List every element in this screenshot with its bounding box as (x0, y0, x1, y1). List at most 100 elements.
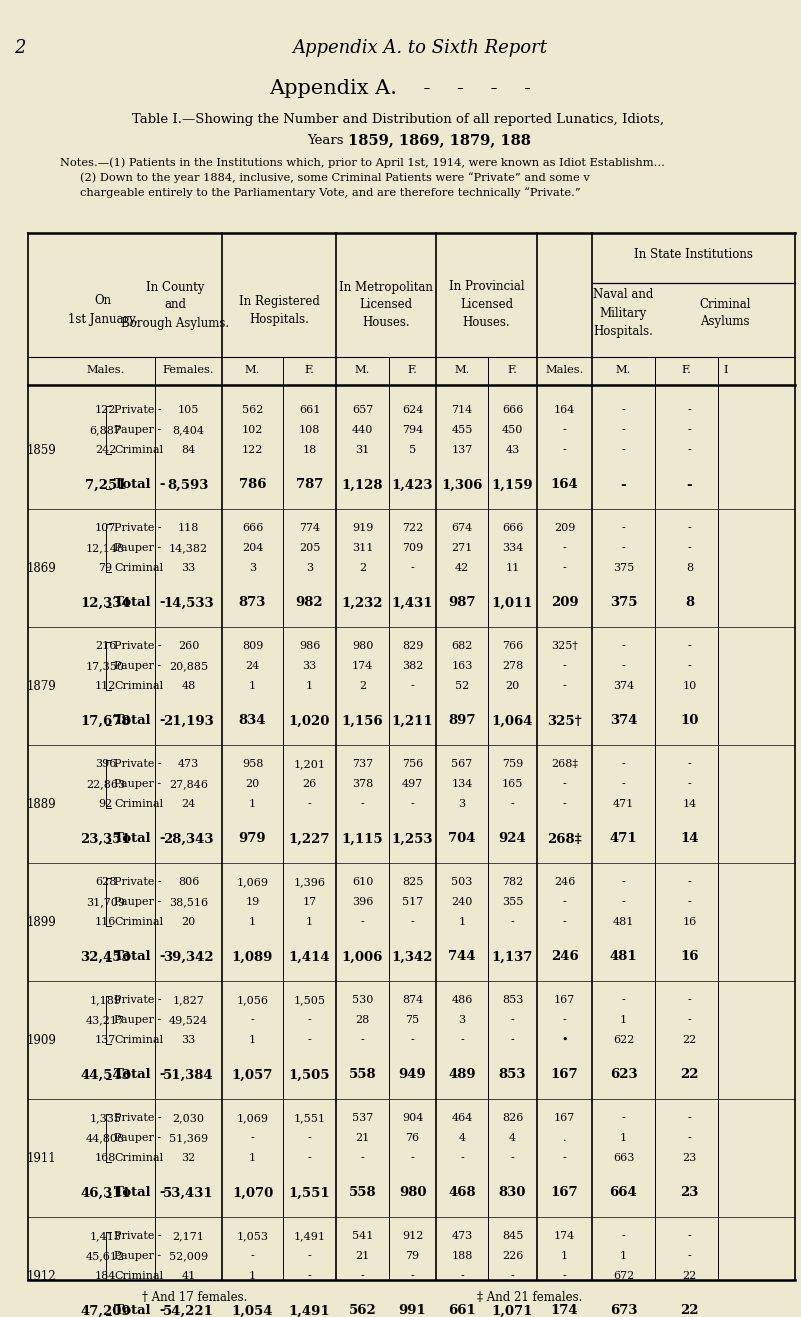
Text: 497: 497 (402, 778, 423, 789)
Text: Criminal: Criminal (114, 562, 163, 573)
Text: In Metropolitan
Licensed
Houses.: In Metropolitan Licensed Houses. (339, 281, 433, 329)
Text: 1,227: 1,227 (288, 832, 330, 846)
Text: 21: 21 (356, 1133, 369, 1143)
Text: chargeable entirely to the Parliamentary Vote, and are therefore technically “Pr: chargeable entirely to the Parliamentary… (80, 187, 581, 199)
Text: 18: 18 (302, 445, 316, 454)
Text: 107: 107 (95, 523, 116, 533)
Text: 17: 17 (303, 897, 316, 907)
Text: 1: 1 (249, 917, 256, 927)
Text: 473: 473 (452, 1231, 473, 1241)
Text: -: - (562, 799, 566, 809)
Text: 3: 3 (458, 799, 465, 809)
Text: -: - (687, 661, 691, 670)
Text: 184: 184 (95, 1271, 116, 1281)
Text: 167: 167 (551, 1068, 578, 1081)
Text: 1,069: 1,069 (236, 1113, 268, 1123)
Text: 1: 1 (306, 917, 313, 927)
Text: -: - (251, 1133, 255, 1143)
Text: -: - (510, 1152, 514, 1163)
Text: -: - (510, 1035, 514, 1044)
Text: 374: 374 (610, 715, 638, 727)
Text: 163: 163 (451, 661, 473, 670)
Text: 24: 24 (245, 661, 260, 670)
Text: 43: 43 (505, 445, 520, 454)
Text: 1,431: 1,431 (392, 597, 433, 610)
Text: -: - (308, 799, 312, 809)
Text: 396: 396 (95, 759, 116, 769)
Text: 137: 137 (452, 445, 473, 454)
Text: 39,342: 39,342 (163, 951, 214, 964)
Text: 10: 10 (682, 681, 697, 691)
Text: Pauper -: Pauper - (114, 543, 161, 553)
Text: 278: 278 (502, 661, 523, 670)
Text: 32: 32 (181, 1152, 195, 1163)
Text: 164: 164 (550, 478, 578, 491)
Text: 38,516: 38,516 (169, 897, 208, 907)
Text: 1911: 1911 (26, 1151, 56, 1164)
Text: -: - (360, 1152, 364, 1163)
Text: 4: 4 (458, 1133, 465, 1143)
Text: 1,070: 1,070 (231, 1187, 273, 1200)
Text: 12,334: 12,334 (80, 597, 131, 610)
Text: -: - (360, 1035, 364, 1044)
Text: 51,369: 51,369 (169, 1133, 208, 1143)
Text: 105: 105 (178, 406, 199, 415)
Text: Private -: Private - (114, 877, 162, 888)
Text: 14,382: 14,382 (169, 543, 208, 553)
Text: 473: 473 (178, 759, 199, 769)
Text: 979: 979 (239, 832, 266, 846)
Text: 537: 537 (352, 1113, 373, 1123)
Text: 834: 834 (239, 715, 266, 727)
Text: 209: 209 (553, 523, 575, 533)
Text: 853: 853 (501, 996, 523, 1005)
Text: 102: 102 (242, 425, 264, 435)
Text: -: - (622, 996, 626, 1005)
Text: -: - (411, 681, 414, 691)
Text: -: - (687, 1113, 691, 1123)
Text: 1,505: 1,505 (288, 1068, 330, 1081)
Text: 26: 26 (302, 778, 316, 789)
Text: 12,148: 12,148 (86, 543, 125, 553)
Text: 271: 271 (452, 543, 473, 553)
Text: 672: 672 (613, 1271, 634, 1281)
Text: Total  -: Total - (114, 1068, 166, 1081)
Text: 41: 41 (181, 1271, 195, 1281)
Text: -: - (687, 1231, 691, 1241)
Text: 174: 174 (553, 1231, 575, 1241)
Text: 167: 167 (553, 996, 575, 1005)
Text: 766: 766 (502, 641, 523, 651)
Text: .: . (563, 1133, 566, 1143)
Text: -: - (622, 778, 626, 789)
Text: Pauper -: Pauper - (114, 1015, 161, 1025)
Text: -: - (622, 543, 626, 553)
Text: 54,221: 54,221 (163, 1305, 214, 1317)
Text: 558: 558 (348, 1187, 376, 1200)
Text: Males.: Males. (87, 365, 125, 375)
Text: 20,885: 20,885 (169, 661, 208, 670)
Text: 471: 471 (613, 799, 634, 809)
Text: 794: 794 (402, 425, 423, 435)
Text: 33: 33 (302, 661, 316, 670)
Text: Private -: Private - (114, 641, 162, 651)
Text: 1,306: 1,306 (441, 478, 483, 491)
Text: Pauper -: Pauper - (114, 1133, 161, 1143)
Text: -: - (687, 1015, 691, 1025)
Text: 558: 558 (348, 1068, 376, 1081)
Text: 782: 782 (502, 877, 523, 888)
Text: Table I.—Showing the Number and Distribution of all reported Lunatics, Idiots,: Table I.—Showing the Number and Distribu… (132, 113, 668, 126)
Text: 21: 21 (356, 1251, 369, 1260)
Text: 657: 657 (352, 406, 373, 415)
Text: 27,846: 27,846 (169, 778, 208, 789)
Text: 28: 28 (356, 1015, 369, 1025)
Text: 21,193: 21,193 (163, 715, 214, 727)
Text: -: - (622, 641, 626, 651)
Text: -: - (510, 1015, 514, 1025)
Text: -: - (687, 445, 691, 454)
Text: -: - (687, 877, 691, 888)
Text: 1: 1 (249, 1152, 256, 1163)
Text: -: - (562, 445, 566, 454)
Text: 8: 8 (686, 562, 693, 573)
Text: -: - (360, 917, 364, 927)
Text: 2: 2 (359, 562, 366, 573)
Text: 1,413: 1,413 (90, 1231, 122, 1241)
